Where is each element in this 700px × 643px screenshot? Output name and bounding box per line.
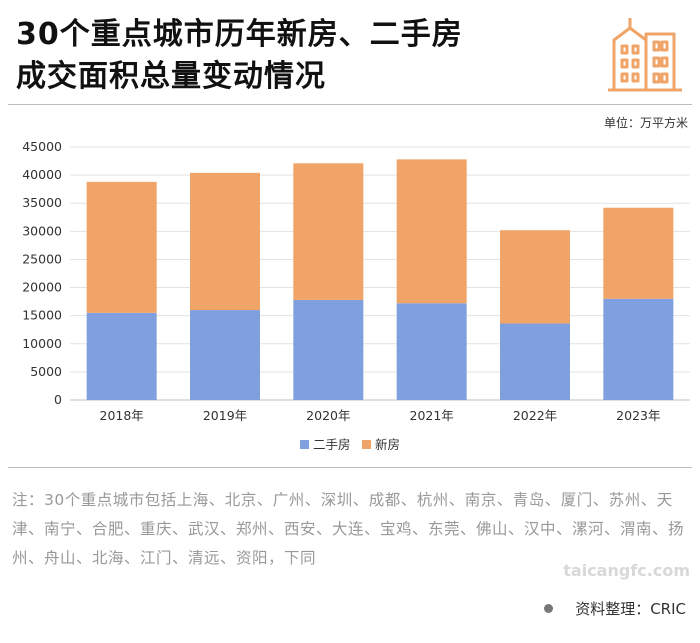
- bar-second-hand: [396, 303, 467, 400]
- legend-swatch: [300, 440, 309, 449]
- bar-second-hand: [190, 310, 260, 400]
- legend-label: 二手房: [313, 437, 351, 452]
- footer-divider: [8, 467, 692, 468]
- y-tick-label: 0: [54, 392, 62, 407]
- title-line-1: 30个重点城市历年新房、二手房: [16, 17, 463, 52]
- stacked-bar-chart: 0 5000 10000 15000 20000 25000 30000 35000 40000…: [22, 139, 690, 452]
- bar-new-house: [293, 163, 364, 300]
- x-tick-label: 2021年: [410, 408, 454, 423]
- page-title: 30个重点城市历年新房、二手房 成交面积总量变动情况: [16, 14, 463, 98]
- y-tick-label: 10000: [22, 336, 62, 351]
- bar-second-hand: [500, 323, 570, 400]
- y-tick-label: 15000: [22, 308, 62, 323]
- y-tick-label: 20000: [22, 280, 62, 295]
- bullet-dot-icon: [544, 604, 554, 613]
- x-tick-label: 2022年: [513, 408, 557, 423]
- y-tick-label: 30000: [22, 223, 62, 238]
- bar-new-house: [86, 181, 157, 313]
- y-tick-label: 45000: [22, 139, 62, 154]
- unit-label: 单位：万平方米: [603, 116, 688, 130]
- x-tick-label: 2018年: [100, 408, 144, 423]
- x-tick-label: 2023年: [616, 408, 660, 423]
- footnote: 注：30个重点城市包括上海、北京、广州、深圳、成都、杭州、南京、青岛、厦门、苏州…: [12, 491, 685, 567]
- bar-second-hand: [293, 299, 364, 400]
- legend-swatch: [362, 440, 371, 449]
- source-line: 资料整理：CRIC: [544, 598, 686, 619]
- bar-second-hand: [603, 298, 674, 400]
- x-tick-label: 2019年: [203, 408, 247, 423]
- bar-new-house: [396, 159, 467, 304]
- city-buildings-icon: [608, 18, 682, 92]
- y-tick-label: 35000: [22, 195, 62, 210]
- y-tick-label: 5000: [30, 364, 62, 379]
- legend-label: 新房: [375, 437, 400, 452]
- watermark: taicangfc.com: [563, 561, 690, 580]
- bar-new-house: [500, 230, 570, 324]
- bar-new-house: [603, 207, 674, 299]
- x-tick-label: 2020年: [306, 408, 350, 423]
- y-tick-label: 25000: [22, 251, 62, 266]
- source-label: 资料整理：CRIC: [575, 600, 686, 618]
- header-divider: [8, 104, 692, 105]
- bar-new-house: [190, 172, 260, 311]
- bar-second-hand: [86, 312, 157, 400]
- title-line-2: 成交面积总量变动情况: [16, 59, 326, 94]
- y-tick-label: 40000: [22, 167, 62, 182]
